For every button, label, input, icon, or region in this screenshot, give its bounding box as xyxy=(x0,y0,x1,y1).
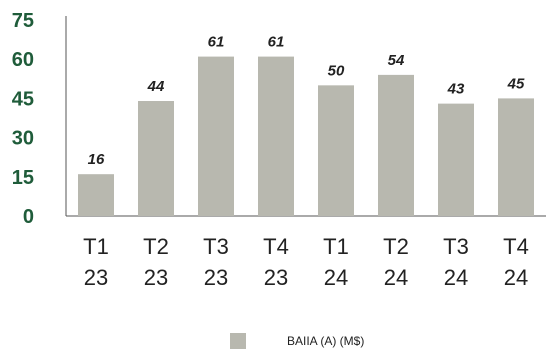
bar xyxy=(258,56,294,216)
y-tick-label: 0 xyxy=(23,206,34,228)
bar xyxy=(198,56,234,216)
x-tick-label: 23 xyxy=(204,265,228,290)
bars xyxy=(78,56,534,216)
y-tick-label: 30 xyxy=(12,128,34,150)
bar xyxy=(498,98,534,216)
data-label: 45 xyxy=(507,75,525,92)
x-tick-label: T1 xyxy=(83,234,109,259)
data-label: 16 xyxy=(88,151,105,168)
bar xyxy=(318,85,354,216)
data-label: 50 xyxy=(328,62,345,79)
x-tick-label: 24 xyxy=(384,265,408,290)
x-tick-label: T3 xyxy=(203,234,229,259)
x-tick-label: 24 xyxy=(504,265,528,290)
x-tick-label: T4 xyxy=(263,234,289,259)
legend: BAIIA (A) (M$) xyxy=(230,333,364,349)
x-axis: T1 23 T2 23 T3 23 T4 23 T1 24 T2 24 T3 24 T4 24 xyxy=(83,234,529,290)
x-tick-label: 23 xyxy=(264,265,288,290)
x-tick-label: 24 xyxy=(324,265,348,290)
legend-swatch xyxy=(230,333,246,349)
x-tick-label: 23 xyxy=(84,265,108,290)
data-label: 61 xyxy=(268,34,285,51)
x-tick-label: T2 xyxy=(383,234,409,259)
x-tick-label: T4 xyxy=(503,234,529,259)
data-label: 43 xyxy=(447,81,465,98)
data-labels: 16 44 61 61 50 54 43 45 xyxy=(88,34,525,169)
y-tick-label: 15 xyxy=(12,167,34,189)
y-tick-label: 75 xyxy=(12,10,34,32)
data-label: 54 xyxy=(388,52,405,69)
data-label: 61 xyxy=(208,34,225,51)
bar xyxy=(78,174,114,216)
bar xyxy=(378,74,414,216)
data-label: 44 xyxy=(147,78,165,95)
x-tick-label: T2 xyxy=(143,234,169,259)
x-tick-label: 23 xyxy=(144,265,168,290)
bar xyxy=(138,101,174,216)
x-tick-label: T1 xyxy=(323,234,349,259)
x-tick-label: 24 xyxy=(444,265,468,290)
legend-label: BAIIA (A) (M$) xyxy=(287,334,364,348)
y-tick-label: 60 xyxy=(12,49,34,71)
y-tick-label: 45 xyxy=(12,88,34,110)
bar xyxy=(438,103,474,216)
x-tick-label: T3 xyxy=(443,234,469,259)
